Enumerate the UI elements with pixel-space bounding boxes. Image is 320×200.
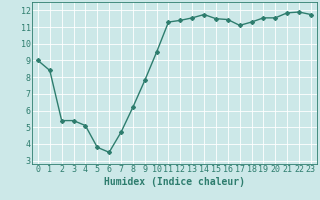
X-axis label: Humidex (Indice chaleur): Humidex (Indice chaleur) [104,177,245,187]
